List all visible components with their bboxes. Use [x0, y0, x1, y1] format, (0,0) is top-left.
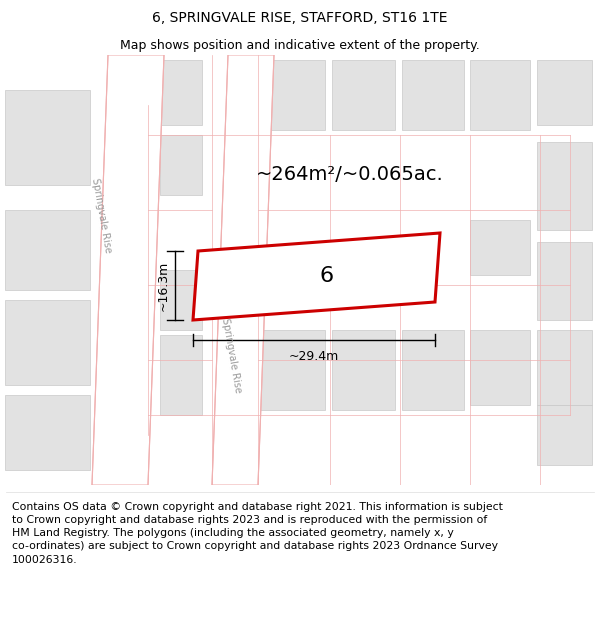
Bar	[5, 300, 90, 385]
Bar	[160, 270, 202, 330]
Bar	[160, 135, 202, 195]
Bar	[160, 335, 202, 415]
Bar	[260, 60, 325, 130]
Bar	[470, 220, 530, 275]
Bar	[332, 60, 395, 130]
Text: 6: 6	[319, 266, 334, 286]
Bar	[537, 60, 592, 125]
Text: ~264m²/~0.065ac.: ~264m²/~0.065ac.	[256, 166, 444, 184]
Bar	[470, 330, 530, 405]
Bar	[5, 210, 90, 290]
Polygon shape	[92, 55, 164, 485]
Bar	[332, 330, 395, 410]
Text: ~29.4m: ~29.4m	[289, 350, 339, 363]
Text: Map shows position and indicative extent of the property.: Map shows position and indicative extent…	[120, 39, 480, 51]
Bar	[5, 395, 90, 470]
Text: 6, SPRINGVALE RISE, STAFFORD, ST16 1TE: 6, SPRINGVALE RISE, STAFFORD, ST16 1TE	[152, 11, 448, 25]
Bar	[537, 405, 592, 465]
Bar	[260, 330, 325, 410]
Bar	[537, 142, 592, 230]
Text: ~16.3m: ~16.3m	[157, 261, 170, 311]
Bar	[537, 242, 592, 320]
Bar	[537, 330, 592, 405]
Bar	[5, 90, 90, 185]
Bar	[402, 60, 464, 130]
Text: Contains OS data © Crown copyright and database right 2021. This information is : Contains OS data © Crown copyright and d…	[12, 502, 503, 564]
Polygon shape	[212, 55, 274, 485]
Text: Springvale Rise: Springvale Rise	[91, 177, 113, 253]
Polygon shape	[193, 233, 440, 320]
Bar	[470, 60, 530, 130]
Bar	[402, 330, 464, 410]
Bar	[160, 60, 202, 125]
Text: Springvale Rise: Springvale Rise	[220, 317, 244, 393]
